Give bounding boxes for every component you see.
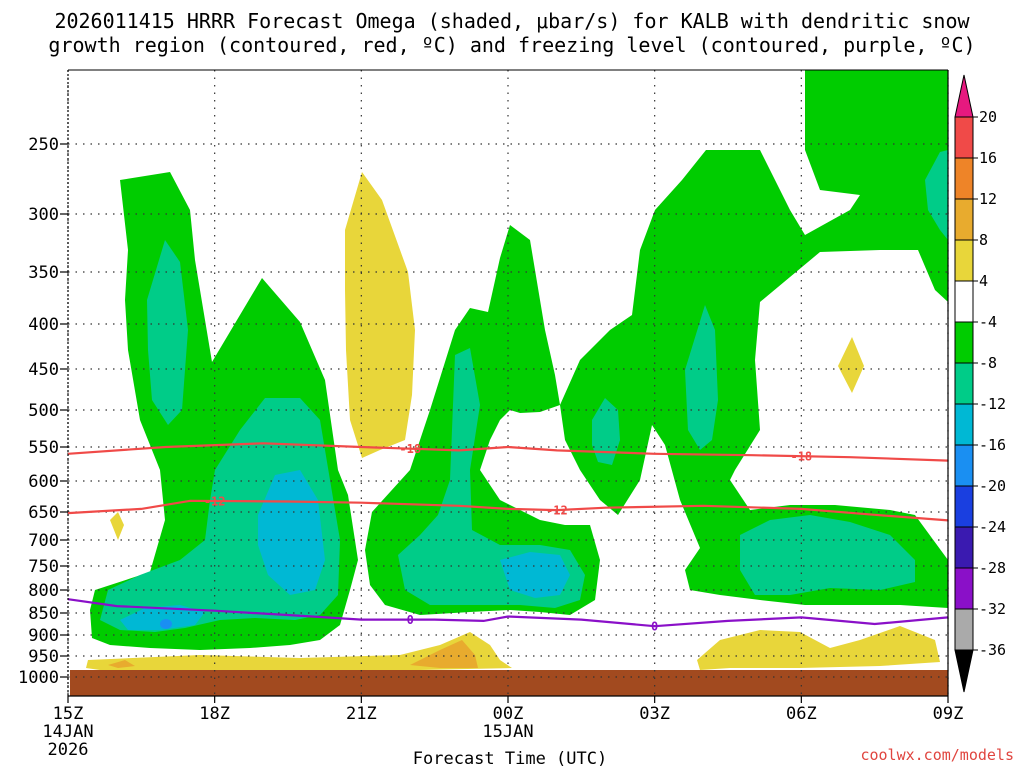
omega-fill-minus8-g (925, 150, 948, 240)
colorbar-box-2 (954, 198, 974, 241)
credit-text: coolwx.com/models (860, 746, 1014, 764)
x-axis-label: Forecast Time (UTC) (413, 749, 607, 768)
colorbar-label-6: -8 (979, 354, 997, 372)
omega-shading (70, 70, 948, 696)
colorbar-box-8 (954, 444, 974, 487)
y-tick-label-950: 950 (28, 647, 59, 667)
colorbar-box-7 (954, 403, 974, 446)
colorbar-label-1: 16 (979, 149, 997, 167)
x-tick-date-15Z: 14JAN (42, 722, 93, 742)
y-tick-label-500: 500 (28, 401, 59, 421)
colorbar-box-12 (954, 608, 974, 651)
x-tick-label-21Z: 21Z (346, 704, 377, 724)
x-tick-label-00Z: 00Z (493, 704, 524, 724)
colorbar-label-0: 20 (979, 108, 997, 126)
colorbar-label-8: -16 (979, 436, 1006, 454)
colorbar-label-12: -32 (979, 600, 1006, 618)
omega-fill-plus4-a (345, 172, 415, 458)
chart-title-line2: growth region (contoured, red, ºC) and f… (48, 33, 975, 57)
y-tick-label-300: 300 (28, 205, 59, 225)
x-tick-label-18Z: 18Z (199, 704, 230, 724)
terrain-ground (70, 670, 948, 696)
contour-lines: -18 -18 -12 -12 0 0 (67, 442, 949, 634)
y-tick-label-250: 250 (28, 135, 59, 155)
colorbar-label-4: 4 (979, 272, 988, 290)
y-tick-label-1000: 1000 (18, 668, 59, 688)
colorbar-box-5 (954, 321, 974, 364)
omega-fill-plus4-d (110, 512, 124, 540)
colorbar-box-11 (954, 567, 974, 610)
omega-fill-minus8-f (740, 515, 915, 595)
colorbar-label-2: 12 (979, 190, 997, 208)
contour-label-freezing_0-1: 0 (651, 620, 658, 634)
colorbar-box-9 (954, 485, 974, 528)
omega-fill-minus12-c (500, 552, 570, 598)
colorbar-label-5: -4 (979, 313, 997, 331)
y-tick-label-800: 800 (28, 581, 59, 601)
contour-label-dgz_minus18-1: -18 (790, 450, 812, 464)
colorbar-arrow-bottom (954, 649, 974, 693)
colorbar-box-4 (954, 280, 974, 323)
omega-fill-minus8-e (685, 305, 718, 450)
colorbar-label-11: -28 (979, 559, 1006, 577)
x-tick-label-09Z: 09Z (933, 704, 964, 724)
colorbar-box-10 (954, 526, 974, 569)
omega-fill-minus4-top-right (805, 70, 948, 180)
contour-label-dgz_minus18-0: -18 (399, 442, 421, 456)
omega-fill-minus4-center (365, 225, 600, 615)
omega-fill-minus12-b (120, 605, 205, 630)
omega-fill-plus8-a (410, 640, 478, 668)
chart-title-line1: 2026011415 HRRR Forecast Omega (shaded, … (54, 9, 970, 33)
colorbar-box-0 (954, 116, 974, 159)
y-tick-label-750: 750 (28, 557, 59, 577)
colorbar: 20 16 12 8 4 -4 -8 -12 -16 -20 -24 -28 -32 -36 (954, 74, 1006, 693)
contour-dgz_minus12 (67, 499, 949, 522)
omega-fill-minus8-c (398, 348, 585, 608)
colorbar-label-3: 8 (979, 231, 988, 249)
y-tick-label-400: 400 (28, 315, 59, 335)
y-tick-label-600: 600 (28, 472, 59, 492)
omega-fill-plus4-c (697, 626, 940, 670)
contour-label-freezing_0-0: 0 (407, 613, 414, 627)
y-tick-label-850: 850 (28, 604, 59, 624)
omega-fill-minus8-d (592, 398, 620, 465)
colorbar-box-6 (954, 362, 974, 405)
contour-label-dgz_minus12-1: -12 (546, 504, 568, 518)
x-tick-year-15Z: 2026 (48, 740, 89, 760)
colorbar-label-13: -36 (979, 641, 1006, 659)
y-tick-label-650: 650 (28, 503, 59, 523)
y-tick-label-350: 350 (28, 263, 59, 283)
contour-label-dgz_minus12-0: -12 (204, 494, 226, 508)
contour-freezing_0 (67, 598, 949, 628)
x-tick-label-15Z: 15Z (53, 704, 84, 724)
omega-fill-minus8-a (147, 240, 188, 425)
colorbar-box-3 (954, 239, 974, 282)
x-tick-date-00Z: 15JAN (482, 722, 533, 742)
colorbar-label-7: -12 (979, 395, 1006, 413)
colorbar-box-1 (954, 157, 974, 200)
colorbar-label-10: -24 (979, 518, 1006, 536)
y-tick-label-450: 450 (28, 360, 59, 380)
omega-fill-plus8-b (108, 660, 135, 668)
contour-dgz_minus18 (67, 442, 949, 462)
omega-fill-minus16-core (160, 619, 172, 629)
y-tick-label-700: 700 (28, 531, 59, 551)
omega-fill-minus4-right (560, 70, 948, 608)
axes: 2503003504004505005506006507007508008509… (18, 69, 964, 760)
omega-fill-plus4-e (838, 337, 864, 393)
colorbar-arrow-top (954, 74, 974, 118)
omega-fill-plus4-b (86, 632, 512, 670)
y-tick-label-900: 900 (28, 626, 59, 646)
x-tick-label-06Z: 06Z (786, 704, 817, 724)
colorbar-label-9: -20 (979, 477, 1006, 495)
x-tick-label-03Z: 03Z (639, 704, 670, 724)
y-tick-label-550: 550 (28, 438, 59, 458)
